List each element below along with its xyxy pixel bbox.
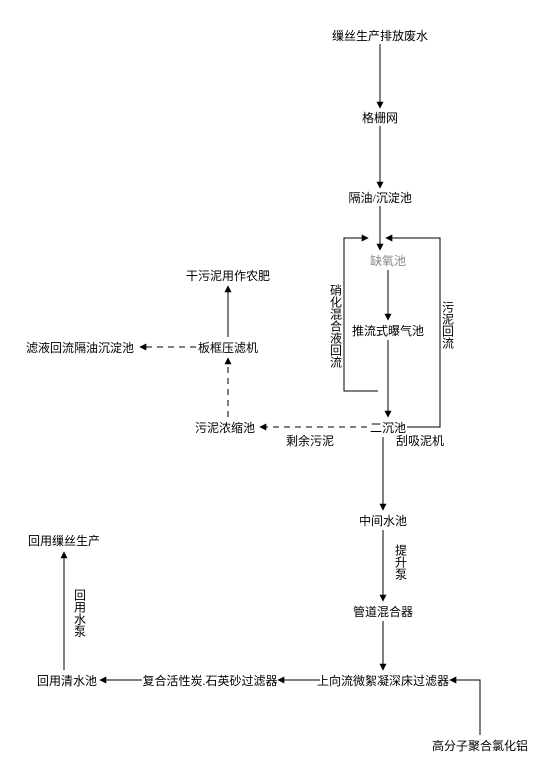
node-scraper: 刮吸泥机 — [396, 432, 444, 449]
node-nitrif_reflux: 硝化混合液回流 — [328, 284, 345, 368]
node-reuse: 回用缫丝生产 — [28, 532, 100, 549]
node-oil_sed: 隔油/沉淀池 — [349, 189, 412, 206]
node-reuse_pump: 回用水泵 — [72, 589, 89, 637]
node-pipe_mixer: 管道混合器 — [353, 603, 413, 620]
node-sludge_conc: 污泥浓缩池 — [195, 419, 255, 436]
node-dry_sludge: 干污泥用作农肥 — [186, 267, 270, 284]
node-up_filter: 上向流微絮凝深床过滤器 — [317, 672, 449, 689]
node-mid_tank: 中间水池 — [359, 512, 407, 529]
node-rest_sludge: 剩余污泥 — [286, 432, 334, 449]
node-anoxic: 缺氧池 — [370, 252, 406, 269]
node-wastewater: 缫丝生产排放废水 — [332, 27, 428, 44]
edge-11 — [450, 680, 480, 735]
node-lift_pump: 提升泵 — [393, 544, 410, 580]
node-clear_tank: 回用清水池 — [37, 672, 97, 689]
node-ac_filter: 复合活性炭.石英砂过滤器 — [143, 672, 278, 689]
node-filtrate: 滤液回流隔油沉淀池 — [26, 339, 134, 356]
node-sludge_reflux: 污泥回流 — [440, 301, 457, 349]
node-grid: 格栅网 — [362, 109, 398, 126]
node-plugflow: 推流式曝气池 — [352, 322, 424, 339]
node-pac: 高分子聚合氯化铝 — [432, 737, 528, 754]
node-press: 板框压滤机 — [198, 339, 258, 356]
